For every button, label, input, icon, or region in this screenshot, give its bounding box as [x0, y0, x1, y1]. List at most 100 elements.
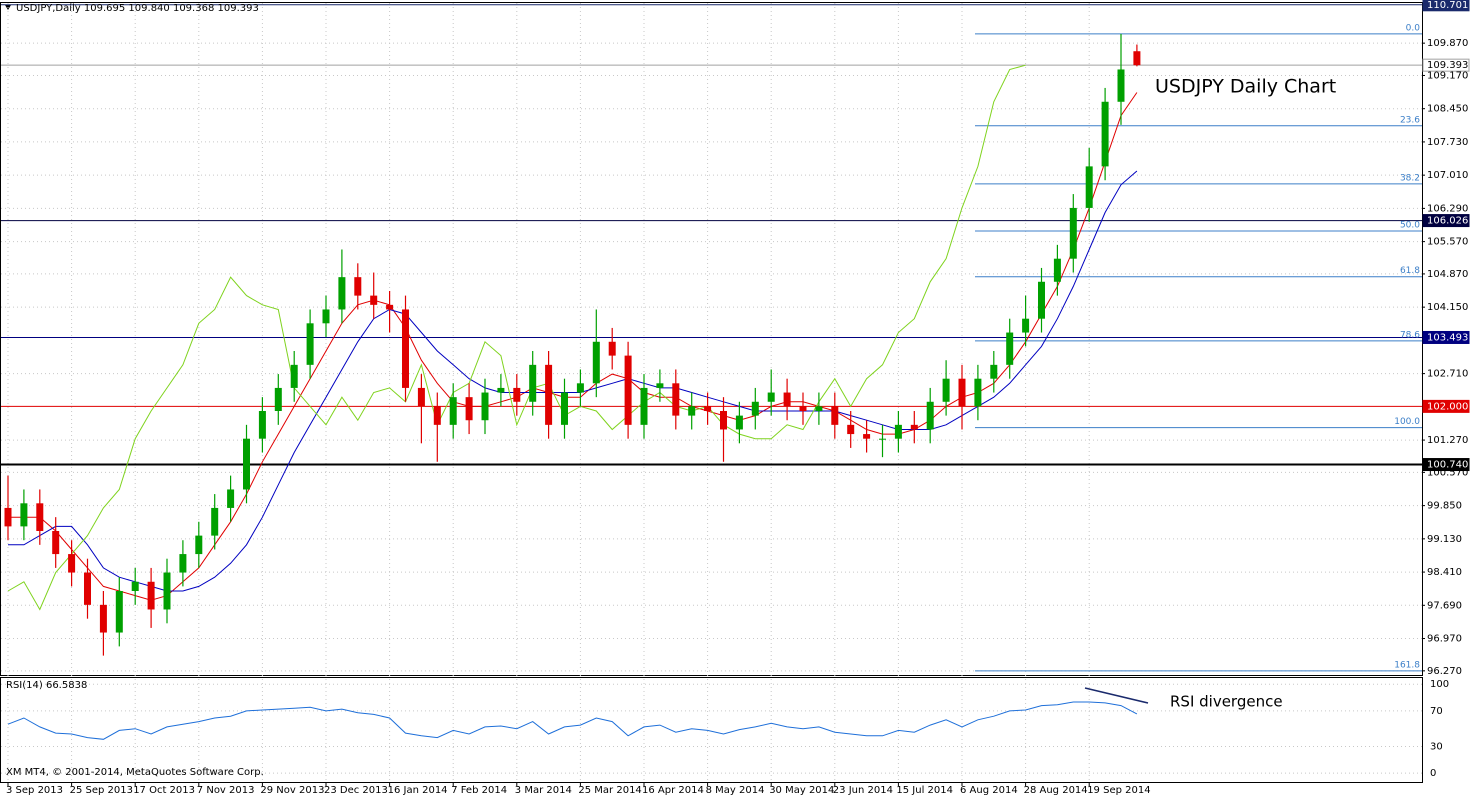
candle-body	[1038, 281, 1045, 319]
candle-body	[879, 438, 886, 440]
candle-body	[656, 383, 664, 388]
candle-body	[672, 383, 680, 416]
candle-body	[1022, 318, 1030, 333]
candle-body	[1069, 207, 1077, 259]
level-label: 102.000	[1427, 401, 1468, 412]
rsi-tick-label: 30	[1430, 741, 1443, 752]
x-tick-label: 17 Oct 2013	[133, 785, 195, 796]
candle-body	[529, 364, 537, 402]
candle-body	[497, 387, 505, 393]
level-label-bg	[1422, 399, 1470, 413]
candle-body	[36, 503, 44, 531]
candle-body	[624, 355, 632, 425]
rsi-line	[7, 701, 1138, 740]
x-tick-label: 30 May 2014	[769, 785, 834, 796]
x-tick-label: 16 Apr 2014	[642, 785, 704, 796]
x-tick-label: 8 May 2014	[706, 785, 765, 796]
rsi-tick-label: 100	[1430, 679, 1449, 690]
x-tick-label: 28 Aug 2014	[1024, 785, 1088, 796]
fib-label: 61.8	[1400, 266, 1420, 276]
candle-body	[894, 424, 902, 439]
y-tick-label: 105.570	[1427, 237, 1468, 248]
y-tick-label: 101.270	[1427, 435, 1468, 446]
candle-body	[592, 341, 600, 384]
y-tick-label: 96.270	[1427, 666, 1462, 677]
footer: XM MT4, © 2001-2014, MetaQuotes Software…	[6, 767, 264, 778]
candle-body	[465, 397, 473, 421]
candle-body	[163, 572, 171, 610]
level-label: 109.393	[1427, 60, 1468, 71]
candle-body	[942, 378, 950, 402]
candle-body	[910, 424, 918, 430]
rsi-label: RSI(14) 66.5838	[6, 680, 87, 691]
candle-body	[258, 411, 266, 439]
candle-body	[68, 554, 76, 573]
candle-body	[1133, 51, 1141, 66]
candle-body	[831, 406, 839, 425]
indicator-line	[8, 92, 1138, 601]
candle-body	[1006, 332, 1014, 365]
candle-body	[433, 406, 441, 425]
fib-label: 0.0	[1406, 23, 1421, 33]
candle-body	[735, 415, 743, 430]
y-tick-label: 102.710	[1427, 369, 1468, 380]
candle-body	[958, 378, 966, 407]
candle-body	[1053, 258, 1061, 282]
y-tick-label: 107.730	[1427, 137, 1468, 148]
candle-body	[417, 387, 425, 407]
y-tick-label: 106.290	[1427, 203, 1468, 214]
candle-body	[513, 387, 521, 402]
x-tick-label: 23 Dec 2013	[324, 785, 388, 796]
level-label: 110.701	[1427, 0, 1468, 11]
y-tick-label: 96.970	[1427, 634, 1462, 645]
candle-body	[767, 392, 775, 402]
candle-body	[322, 309, 330, 324]
indicator-line	[7, 64, 1026, 611]
rsi-tick-label: 0	[1430, 768, 1436, 779]
x-tick-label: 7 Nov 2013	[197, 785, 255, 796]
candle-body	[608, 341, 616, 356]
x-tick-label: 6 Aug 2014	[960, 785, 1018, 796]
x-tick-label: 19 Sep 2014	[1087, 785, 1150, 796]
level-label: 106.026	[1427, 216, 1468, 227]
rsi-tick-label: 70	[1430, 706, 1443, 717]
fib-label: 38.2	[1400, 173, 1420, 183]
candle-body	[720, 411, 727, 430]
chart-header: USDJPY,Daily 109.695 109.840 109.368 109…	[16, 3, 259, 14]
candle-body	[370, 295, 378, 305]
candle-body	[131, 581, 139, 591]
candle-body	[974, 378, 982, 407]
x-tick-label: 3 Mar 2014	[515, 785, 572, 796]
fib-label: 161.8	[1394, 660, 1420, 670]
y-tick-label: 100.570	[1427, 467, 1468, 478]
candle-body	[640, 387, 648, 425]
x-tick-label: 15 Jul 2014	[896, 785, 953, 796]
x-tick-label: 25 Mar 2014	[578, 785, 641, 796]
candle-body	[4, 507, 12, 527]
candle-body	[561, 392, 568, 425]
candle-body	[688, 406, 696, 416]
candle-body	[115, 591, 123, 633]
x-tick-label: 23 Jun 2014	[833, 785, 893, 796]
rsi-panel	[0, 677, 1423, 783]
x-tick-label: 29 Nov 2013	[260, 785, 324, 796]
level-label-bg	[1422, 58, 1470, 72]
y-tick-label: 104.150	[1427, 302, 1468, 313]
level-label: 103.493	[1427, 332, 1468, 343]
level-label: 100.740	[1427, 460, 1468, 471]
candle-body	[243, 438, 250, 490]
candle-body	[1101, 101, 1109, 167]
candle-body	[338, 277, 346, 310]
candle-body	[847, 424, 855, 435]
divergence-line	[1084, 687, 1149, 704]
candle-body	[99, 604, 107, 633]
candle-body	[815, 406, 823, 411]
indicator-line	[8, 170, 1138, 592]
candle-body	[1085, 166, 1093, 208]
candle-body	[84, 572, 91, 605]
candle-body	[751, 401, 759, 416]
candle-body	[990, 364, 998, 379]
x-tick-label: 25 Sep 2013	[70, 785, 133, 796]
